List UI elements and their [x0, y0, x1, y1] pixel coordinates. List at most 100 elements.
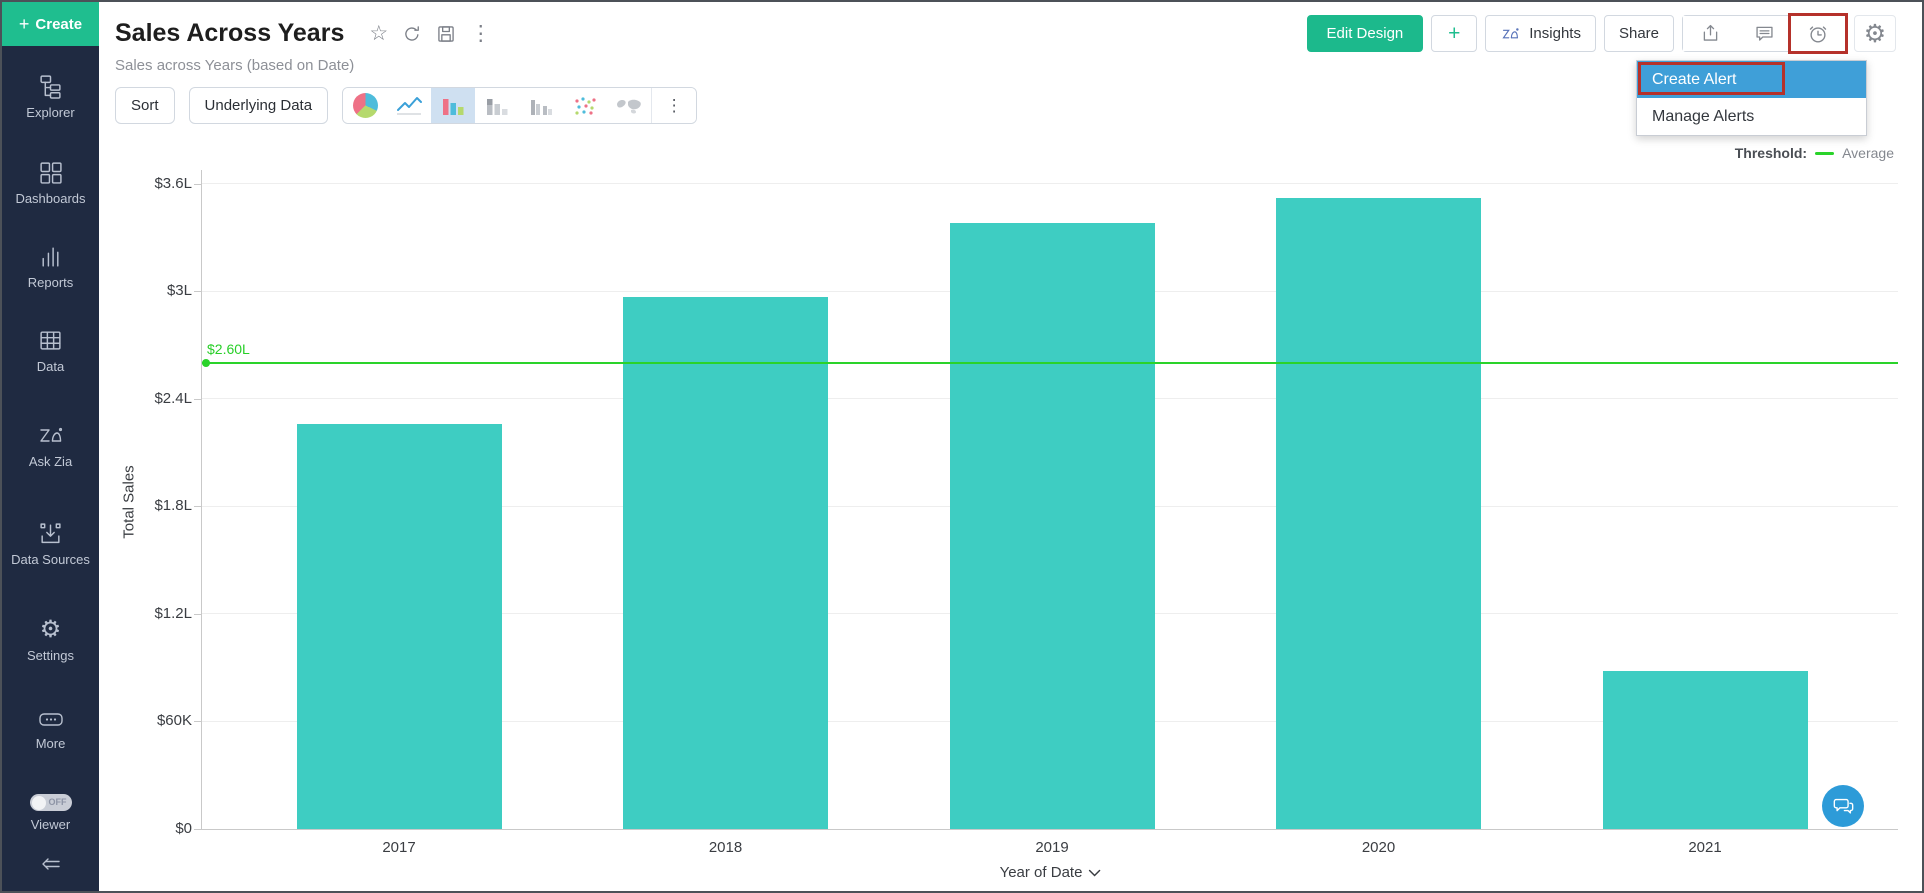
bar-2020[interactable]	[1276, 198, 1481, 829]
import-icon	[40, 523, 61, 544]
sidebar-item-more[interactable]: More	[2, 699, 99, 759]
ellipsis-icon	[38, 712, 63, 726]
chart-type-strip: ⋮	[342, 87, 698, 124]
chart-type-line[interactable]	[387, 88, 432, 123]
settings-gear-button[interactable]: ⚙	[1854, 15, 1896, 52]
report-subtitle: Sales across Years (based on Date)	[115, 57, 355, 74]
menu-item-label: Create Alert	[1652, 70, 1737, 88]
scatter-plot-icon	[575, 96, 596, 115]
stacked-bar-icon	[487, 98, 508, 115]
bar-2019[interactable]	[949, 223, 1155, 829]
gear-icon: ⚙	[39, 615, 62, 643]
sidebar-collapse-button[interactable]	[2, 847, 99, 881]
chart-type-scatter[interactable]	[563, 88, 608, 123]
line-chart-icon	[397, 96, 423, 114]
page-title: Sales Across Years	[115, 19, 345, 47]
sidebar-item-label: Dashboards	[15, 191, 86, 206]
alert-dropdown-menu: Create Alert Manage Alerts	[1636, 60, 1867, 136]
y-axis-title: Total Sales	[120, 465, 138, 539]
zia-icon	[39, 427, 62, 442]
sidebar-item-label: Viewer	[30, 817, 71, 832]
alerts-button[interactable]	[1791, 16, 1845, 51]
chevron-down-icon	[1088, 869, 1101, 877]
x-axis-title-label: Year of Date	[999, 864, 1083, 881]
header-actions: Edit Design + Insights Share	[1306, 15, 1896, 52]
gear-icon: ⚙	[1863, 19, 1887, 48]
edit-design-button[interactable]: Edit Design	[1306, 15, 1424, 52]
sidebar-item-label: Data Sources	[11, 552, 90, 567]
bars-icon	[42, 247, 59, 267]
collapse-left-icon	[41, 858, 60, 870]
bar-2018[interactable]	[623, 296, 828, 829]
threshold-line-swatch	[1815, 151, 1835, 155]
toggle-state-label: OFF	[48, 797, 67, 807]
chart-type-more[interactable]: ⋮	[652, 88, 697, 123]
chart-toolbar: Sort Underlying Data	[115, 87, 1896, 124]
chart-type-stacked-bar[interactable]	[475, 88, 520, 123]
favorite-star-icon[interactable]: ☆	[369, 21, 389, 45]
underlying-data-button[interactable]: Underlying Data	[188, 87, 329, 124]
export-button[interactable]	[1683, 16, 1737, 51]
insights-button-label: Insights	[1529, 25, 1581, 42]
save-icon[interactable]	[436, 24, 456, 44]
hierarchy-icon	[40, 75, 61, 99]
sidebar-item-reports[interactable]: Reports	[2, 234, 99, 300]
sidebar-item-data[interactable]: Data	[2, 319, 99, 383]
sidebar-item-data-sources[interactable]: Data Sources	[2, 503, 99, 585]
viewer-toggle[interactable]: OFF	[29, 794, 72, 811]
grouped-bar-icon	[531, 99, 553, 115]
sidebar-item-label: Data	[36, 359, 65, 374]
sidebar: + Create Explorer Dashboards Reports	[2, 2, 99, 891]
toggle-knob	[31, 795, 46, 810]
menu-item-manage-alerts[interactable]: Manage Alerts	[1637, 98, 1866, 135]
x-axis-title[interactable]: Year of Date	[1000, 864, 1101, 881]
menu-item-create-alert[interactable]: Create Alert	[1637, 61, 1866, 98]
divider	[651, 88, 653, 123]
chart-type-bar-selected[interactable]	[431, 88, 476, 123]
chat-bubbles-icon	[1833, 798, 1853, 814]
chart-legend: Threshold: Average	[1735, 145, 1894, 161]
menu-item-label: Manage Alerts	[1652, 107, 1755, 125]
add-button[interactable]: +	[1431, 15, 1478, 52]
sidebar-item-label: Settings	[27, 647, 74, 663]
sidebar-item-dashboards[interactable]: Dashboards	[2, 150, 99, 216]
refresh-icon[interactable]	[402, 24, 422, 44]
create-button[interactable]: + Create	[2, 2, 99, 46]
bar-chart-icon	[443, 98, 464, 115]
sidebar-item-label: Ask Zia	[28, 453, 73, 469]
pie-chart-icon	[352, 93, 378, 118]
world-map-icon	[617, 99, 641, 113]
sidebar-item-explorer[interactable]: Explorer	[2, 64, 99, 130]
chart-type-grouped-bar[interactable]	[519, 88, 564, 123]
sidebar-item-label: Explorer	[26, 105, 75, 120]
sort-button[interactable]: Sort	[115, 87, 175, 124]
sidebar-item-label: Reports	[27, 275, 74, 290]
export-icon	[1703, 24, 1717, 41]
chat-assistant-button[interactable]	[1822, 785, 1864, 827]
sidebar-item-settings[interactable]: ⚙ Settings	[2, 607, 99, 673]
legend-entry-average: Average	[1842, 145, 1894, 161]
alarm-clock-icon	[1809, 25, 1827, 42]
more-options-icon[interactable]: ⋮	[470, 21, 492, 45]
create-button-label: Create	[35, 15, 83, 33]
sidebar-item-viewer[interactable]: OFF Viewer	[2, 785, 99, 841]
grid-icon	[40, 162, 62, 184]
sidebar-item-label: More	[35, 735, 66, 751]
insights-button[interactable]: Insights	[1485, 15, 1596, 52]
report-icon-toolbar	[1682, 15, 1846, 52]
legend-threshold-label: Threshold:	[1734, 145, 1808, 161]
comments-button[interactable]	[1737, 16, 1791, 51]
comment-icon	[1755, 26, 1773, 41]
chart-type-map[interactable]	[607, 88, 652, 123]
bar-2021[interactable]	[1602, 671, 1808, 829]
report-header: Sales Across Years ☆ ⋮ Edit Design +	[99, 2, 1922, 124]
sidebar-item-ask-zia[interactable]: Ask Zia	[2, 413, 99, 479]
chart-type-pie[interactable]	[343, 88, 388, 123]
table-icon	[40, 331, 61, 350]
more-options-icon: ⋮	[665, 95, 683, 115]
zia-icon	[1502, 27, 1519, 38]
share-button[interactable]: Share	[1603, 15, 1674, 52]
bar-2017[interactable]	[296, 424, 502, 829]
